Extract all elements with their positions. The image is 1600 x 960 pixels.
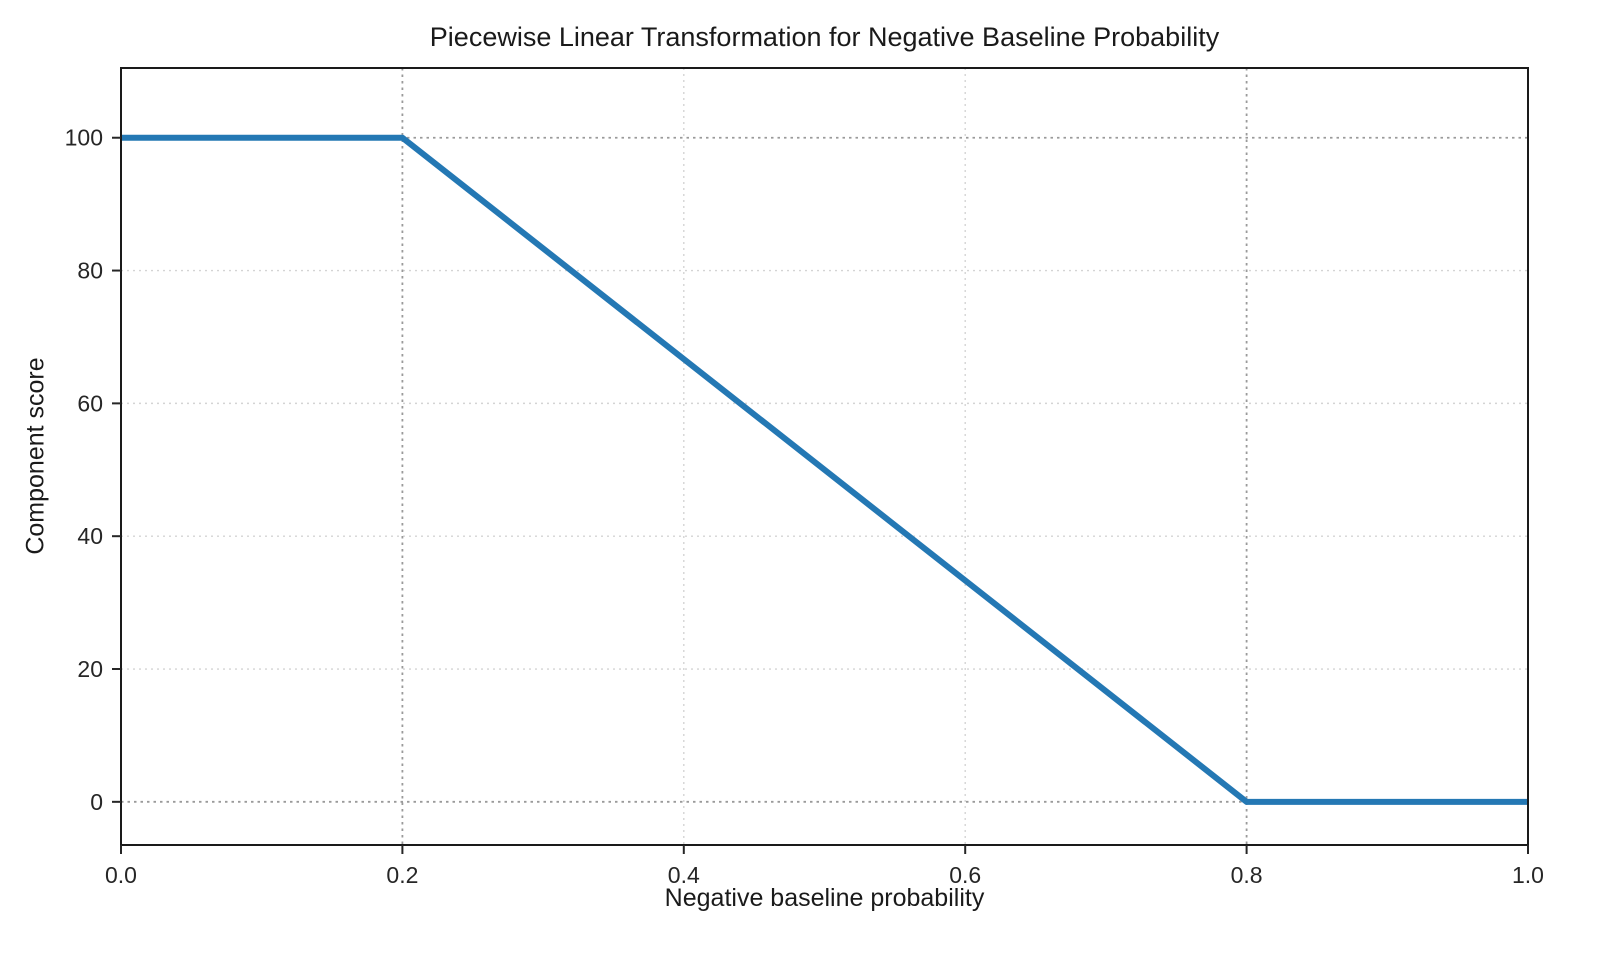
x-tick-label: 0.8 <box>1231 862 1263 888</box>
chart-title: Piecewise Linear Transformation for Nega… <box>429 22 1220 52</box>
y-tick-label: 60 <box>77 390 103 416</box>
y-tick-label: 20 <box>77 656 103 682</box>
y-tick-label: 80 <box>77 258 103 284</box>
x-axis-label: Negative baseline probability <box>664 884 985 912</box>
y-tick-label: 0 <box>90 789 103 815</box>
x-tick-label: 1.0 <box>1512 862 1544 888</box>
x-tick-label: 0.2 <box>386 862 418 888</box>
y-tick-label: 100 <box>65 125 103 151</box>
plot-border <box>120 67 1529 846</box>
x-tick-label: 0.0 <box>105 862 137 888</box>
series-line-piecewise-transform <box>121 134 1528 805</box>
x-tick-label: 0.6 <box>949 862 981 888</box>
y-tick-label: 40 <box>77 523 103 549</box>
x-tick-label: 0.4 <box>668 862 700 888</box>
